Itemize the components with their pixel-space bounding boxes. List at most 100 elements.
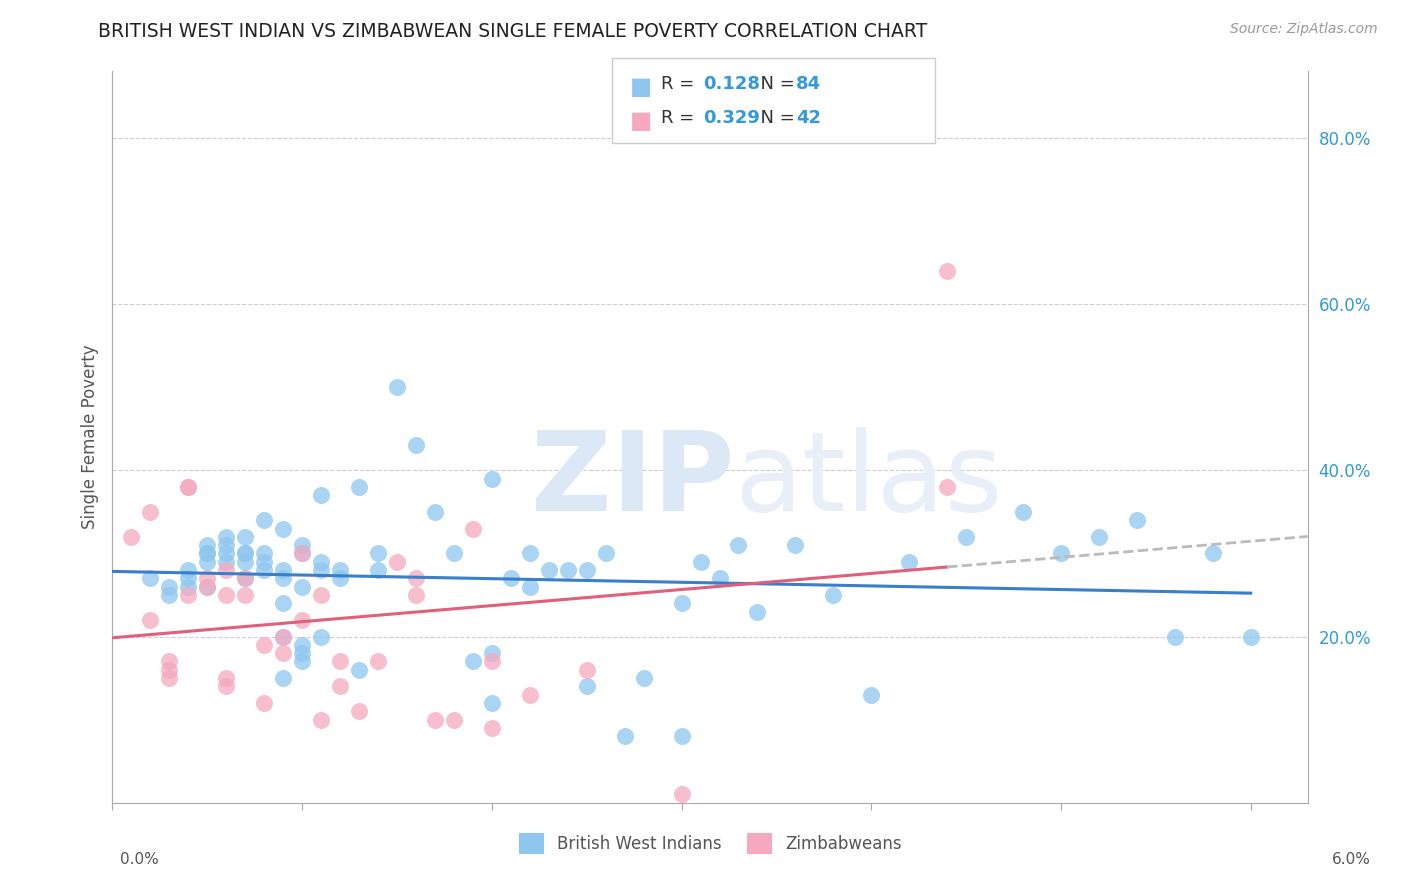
Point (481, 472, 503, 486)
Point (233, 530, 256, 544)
Point (233, 588, 256, 602)
Point (1202, 546, 1225, 560)
Text: BRITISH WEST INDIAN VS ZIMBABWEAN SINGLE FEMALE POVERTY CORRELATION CHART: BRITISH WEST INDIAN VS ZIMBABWEAN SINGLE… (98, 22, 928, 41)
Point (177, 563, 200, 577)
Point (253, 555, 276, 569)
Point (955, 530, 977, 544)
Point (329, 563, 352, 577)
Point (575, 680, 598, 694)
Point (215, 671, 238, 685)
Point (1088, 530, 1111, 544)
Point (671, 596, 693, 610)
Point (233, 546, 256, 560)
Point (443, 713, 465, 727)
Point (936, 480, 959, 494)
Point (461, 655, 484, 669)
Text: ZIP: ZIP (530, 427, 734, 534)
Point (727, 538, 749, 552)
Point (1164, 630, 1187, 644)
Point (215, 555, 238, 569)
Point (557, 563, 579, 577)
Point (291, 538, 314, 552)
Point (195, 580, 218, 594)
Point (481, 655, 503, 669)
Point (785, 538, 807, 552)
Point (613, 729, 636, 743)
Point (253, 638, 276, 652)
Point (233, 546, 256, 560)
Text: 42: 42 (796, 109, 821, 127)
Text: N =: N = (749, 109, 801, 127)
Point (195, 546, 218, 560)
Point (233, 571, 256, 585)
Point (271, 521, 294, 535)
Point (481, 721, 503, 735)
Point (347, 480, 370, 494)
Point (1012, 505, 1035, 519)
Point (157, 663, 180, 677)
Y-axis label: Single Female Poverty: Single Female Poverty (80, 345, 98, 529)
Point (233, 571, 256, 585)
Text: atlas: atlas (734, 427, 1002, 534)
Point (177, 480, 200, 494)
Point (519, 546, 541, 560)
Point (195, 580, 218, 594)
Point (215, 588, 238, 602)
Point (367, 563, 389, 577)
Point (271, 571, 294, 585)
Point (709, 571, 731, 585)
Point (177, 571, 200, 585)
Point (215, 530, 238, 544)
Point (195, 546, 218, 560)
Point (385, 555, 408, 569)
Point (157, 588, 180, 602)
Point (309, 713, 332, 727)
Point (823, 588, 845, 602)
Point (291, 655, 314, 669)
Text: R =: R = (661, 109, 700, 127)
Text: 0.0%: 0.0% (120, 852, 159, 867)
Text: 0.329: 0.329 (703, 109, 759, 127)
Point (689, 555, 711, 569)
Point (139, 613, 162, 627)
Point (271, 563, 294, 577)
Point (405, 571, 427, 585)
Point (271, 646, 294, 660)
Point (423, 505, 446, 519)
Text: Source: ZipAtlas.com: Source: ZipAtlas.com (1230, 22, 1378, 37)
Point (860, 688, 883, 702)
Point (633, 671, 655, 685)
Point (291, 638, 314, 652)
Point (309, 488, 332, 502)
Point (139, 505, 162, 519)
Point (747, 605, 769, 619)
Point (481, 646, 503, 660)
Point (405, 588, 427, 602)
Point (1126, 513, 1149, 527)
Point (309, 630, 332, 644)
Point (367, 655, 389, 669)
Text: 6.0%: 6.0% (1331, 852, 1371, 867)
Point (291, 646, 314, 660)
Point (253, 563, 276, 577)
Point (671, 788, 693, 802)
Point (233, 555, 256, 569)
Point (195, 571, 218, 585)
Point (271, 596, 294, 610)
Text: N =: N = (749, 75, 801, 93)
Point (195, 538, 218, 552)
Point (120, 530, 142, 544)
Point (936, 264, 959, 278)
Point (595, 546, 617, 560)
Point (347, 705, 370, 719)
Point (177, 480, 200, 494)
Point (367, 546, 389, 560)
Text: 84: 84 (796, 75, 821, 93)
Point (157, 655, 180, 669)
Point (253, 513, 276, 527)
Point (253, 696, 276, 710)
Point (291, 580, 314, 594)
Point (537, 563, 560, 577)
Point (329, 655, 352, 669)
Point (671, 729, 693, 743)
